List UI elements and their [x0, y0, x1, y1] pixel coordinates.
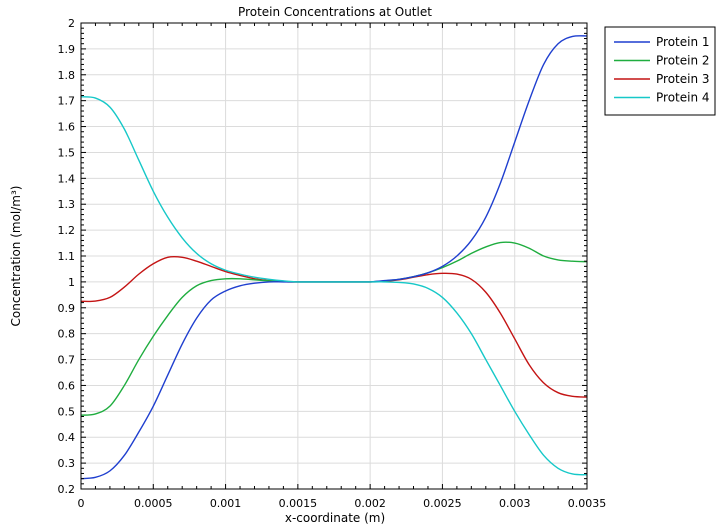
y-tick-label: 1.8: [58, 69, 76, 82]
y-tick-label: 1.3: [58, 198, 76, 211]
y-tick-label: 1.4: [58, 172, 76, 185]
x-axis: 0 0.0005 0.001 0.0015 0.002 0.0025 0.003 0.0035: [78, 23, 607, 510]
y-tick-label: 0.7: [58, 354, 76, 367]
x-axis-title: x-coordinate (m): [285, 511, 385, 525]
series-group: [80, 35, 588, 480]
series-line-protein-3: [80, 255, 588, 398]
legend-label: Protein 4: [656, 91, 710, 105]
y-axis: 0.2 0.3 0.4 0.5 0.6 0.7 0.8 0.9 1 1.1 1.2 1.3 1.4 1.5…: [58, 17, 587, 496]
y-tick-label: 1.7: [58, 95, 76, 108]
series-line-protein-1: [80, 35, 588, 480]
legend-label: Protein 2: [656, 54, 710, 68]
y-tick-label: 0.4: [58, 431, 76, 444]
y-tick-label: 2: [68, 17, 75, 30]
series-line-protein-4: [80, 96, 588, 476]
y-tick-label: 0.5: [58, 405, 76, 418]
y-tick-label: 0.3: [58, 457, 76, 470]
y-tick-label: 0.6: [58, 379, 76, 392]
y-tick-label: 0.9: [58, 302, 76, 315]
legend-label: Protein 3: [656, 72, 710, 86]
y-tick-label: 1.9: [58, 43, 76, 56]
series-line-protein-2: [80, 241, 588, 416]
x-tick-label: 0.0035: [568, 497, 607, 510]
x-tick-label: 0.002: [354, 497, 386, 510]
y-tick-label: 0.8: [58, 328, 76, 341]
x-tick-label: 0.0025: [423, 497, 462, 510]
y-tick-label: 0.2: [58, 483, 76, 496]
y-tick-label: 1.2: [58, 224, 76, 237]
y-axis-title: Concentration (mol/m³): [9, 186, 23, 327]
x-tick-label: 0.001: [210, 497, 242, 510]
grid: [80, 22, 588, 490]
y-tick-label: 1.1: [58, 250, 76, 263]
chart-title: Protein Concentrations at Outlet: [238, 5, 432, 19]
x-tick-label: 0.0015: [279, 497, 318, 510]
x-tick-label: 0: [78, 497, 85, 510]
y-tick-label: 1: [68, 276, 75, 289]
legend-label: Protein 1: [656, 35, 710, 49]
legend: Protein 1 Protein 2 Protein 3 Protein 4: [604, 26, 716, 116]
x-tick-label: 0.003: [499, 497, 531, 510]
y-tick-label: 1.5: [58, 146, 76, 159]
y-tick-label: 1.6: [58, 121, 76, 134]
x-tick-label: 0.0005: [134, 497, 173, 510]
